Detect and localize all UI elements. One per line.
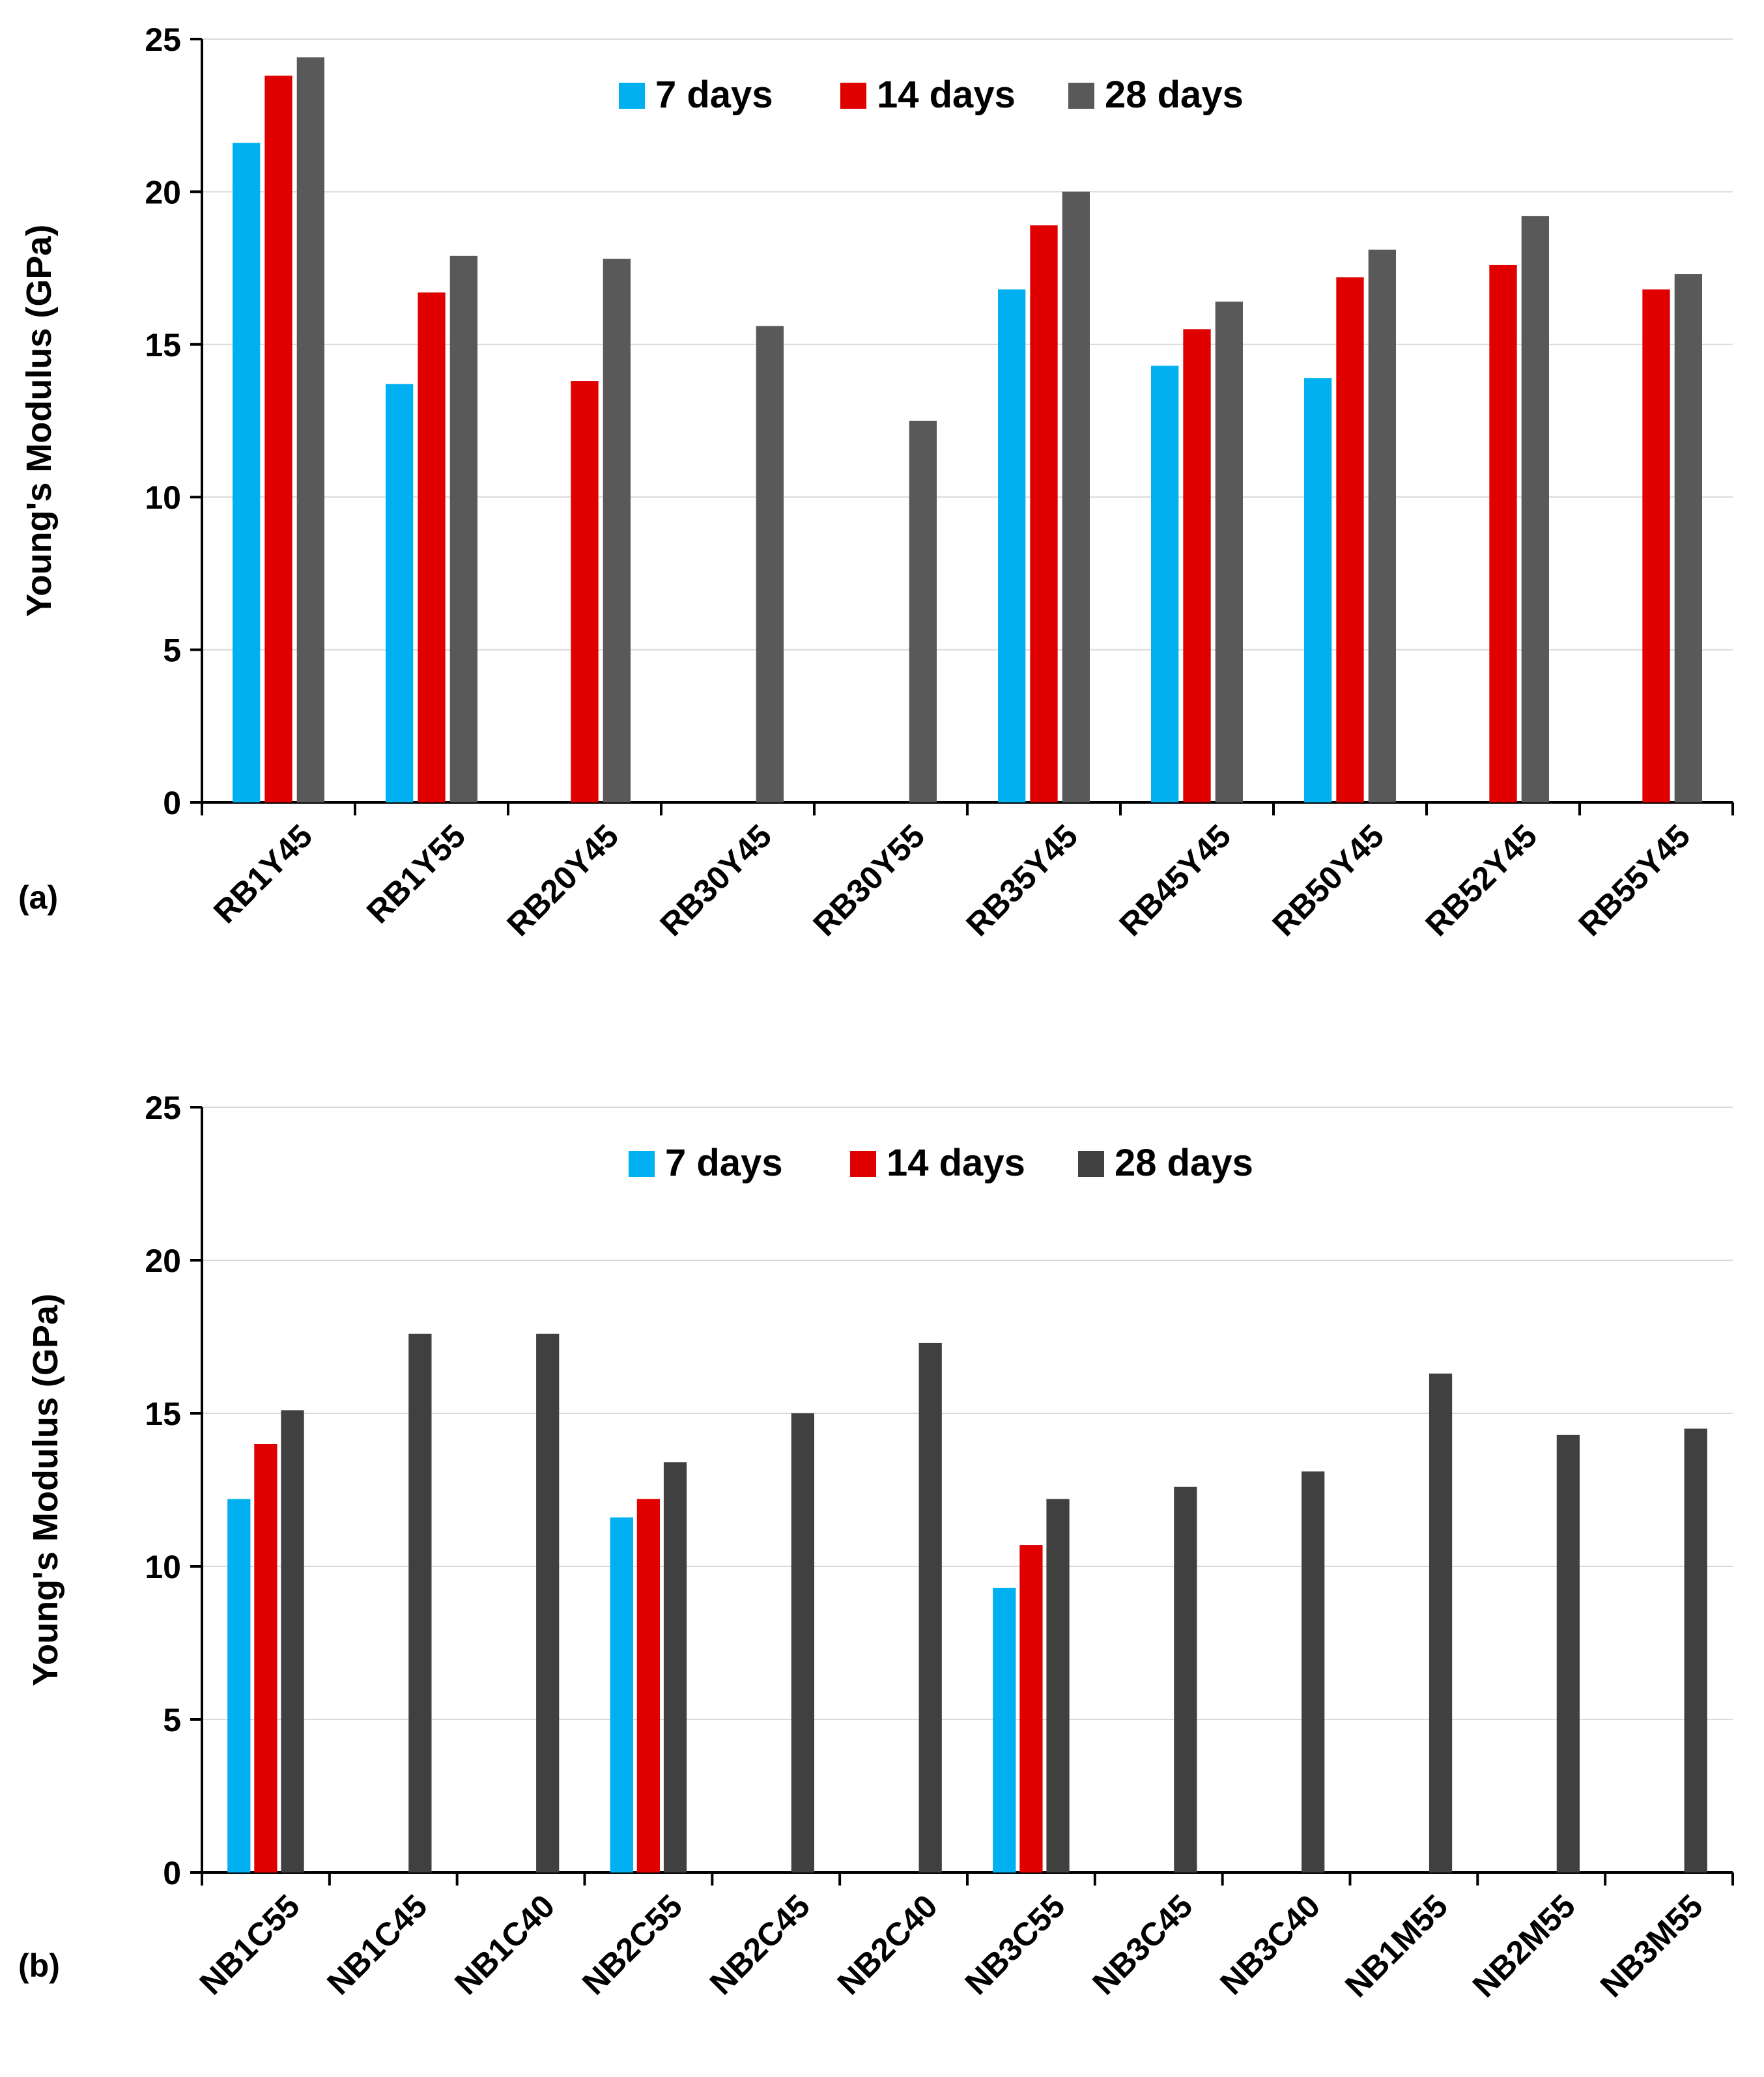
- bar-rb52y45-14-days: [1489, 264, 1517, 802]
- bar-nb2c45-28-days: [791, 1413, 814, 1872]
- legend-label-14-days: 14 days: [877, 74, 1016, 116]
- chart-panel-a: 0 5 10 15 20 25 Young's Modulus (GPa) RB1Y45 RB1…: [18, 21, 1734, 943]
- panel-label: (b): [18, 1947, 60, 1984]
- bar-rb1y55-14-days: [418, 292, 446, 802]
- bar-nb2c55-7-days: [610, 1517, 633, 1872]
- y-tick-label-10: 10: [145, 1549, 181, 1585]
- legend-swatch-14-days: [850, 1151, 876, 1177]
- legend-swatch-7-days: [629, 1151, 655, 1177]
- panel-label: (a): [18, 879, 58, 916]
- y-tick-label-15: 15: [145, 1396, 181, 1432]
- bar-rb1y55-28-days: [449, 255, 477, 802]
- bar-rb35y45-14-days: [1030, 225, 1058, 802]
- y-tick-label-20: 20: [145, 174, 181, 210]
- bar-rb50y45-28-days: [1368, 249, 1396, 802]
- y-tick-label-0: 0: [163, 785, 181, 821]
- bar-rb45y45-7-days: [1151, 365, 1179, 802]
- bar-nb3c55-14-days: [1019, 1545, 1043, 1872]
- y-tick-label-25: 25: [145, 21, 181, 58]
- bar-rb1y45-28-days: [296, 57, 324, 802]
- bar-nb3c40-28-days: [1302, 1471, 1325, 1872]
- x-tick-label-nb1c55: NB1C55: [193, 1887, 307, 2001]
- legend-swatch-7-days: [619, 83, 645, 109]
- bar-rb1y55-7-days: [386, 384, 414, 802]
- bar-rb1y45-14-days: [264, 76, 292, 803]
- y-tick-label-20: 20: [145, 1243, 181, 1279]
- legend-label-28-days: 28 days: [1105, 74, 1244, 116]
- y-tick-label-0: 0: [163, 1855, 181, 1891]
- bar-nb1c40-28-days: [536, 1333, 560, 1872]
- y-tick-label-25: 25: [145, 1090, 181, 1126]
- bar-rb1y45-7-days: [233, 143, 261, 803]
- legend-swatch-14-days: [840, 83, 866, 109]
- y-axis-label: Young's Modulus (GPa): [20, 225, 59, 617]
- x-tick-label-nb2c40: NB2C40: [831, 1887, 945, 2001]
- y-tick-label-5: 5: [163, 1702, 181, 1738]
- legend-label-14-days: 14 days: [887, 1142, 1025, 1184]
- bar-rb35y45-7-days: [998, 289, 1026, 802]
- x-tick-label-rb20y45: RB20Y45: [500, 817, 625, 943]
- x-tick-label-rb1y45: RB1Y45: [206, 817, 319, 930]
- bar-nb1m55-28-days: [1429, 1373, 1453, 1872]
- bar-rb55y45-14-days: [1642, 289, 1670, 802]
- legend-swatch-28-days: [1068, 83, 1094, 109]
- bar-rb30y45-28-days: [756, 326, 784, 802]
- bar-rb50y45-14-days: [1336, 277, 1364, 802]
- bar-nb2c55-14-days: [636, 1499, 661, 1872]
- legend-label-7-days: 7 days: [655, 74, 773, 116]
- x-tick-label-nb2c55: NB2C55: [575, 1887, 689, 2001]
- bar-rb20y45-28-days: [603, 259, 631, 802]
- bar-rb50y45-7-days: [1304, 378, 1332, 802]
- legend-label-28-days: 28 days: [1115, 1142, 1253, 1184]
- x-tick-label-nb1c40: NB1C40: [448, 1887, 562, 2001]
- bar-rb30y55-28-days: [909, 421, 937, 802]
- bar-rb45y45-14-days: [1183, 329, 1211, 802]
- y-axis-label: Young's Modulus (GPa): [26, 1293, 65, 1686]
- bar-rb45y45-28-days: [1215, 302, 1243, 803]
- x-tick-label-rb30y45: RB30Y45: [653, 817, 778, 943]
- x-tick-label-nb3c45: NB3C45: [1085, 1887, 1199, 2001]
- y-tick-label-10: 10: [145, 479, 181, 516]
- y-tick-label-5: 5: [163, 632, 181, 669]
- bar-nb2c55-28-days: [663, 1462, 687, 1872]
- x-tick-label-rb52y45: RB52Y45: [1418, 817, 1544, 943]
- bar-nb3c55-28-days: [1046, 1499, 1070, 1872]
- bar-nb1c45-28-days: [408, 1333, 432, 1872]
- legend-label-7-days: 7 days: [665, 1142, 783, 1184]
- x-tick-label-nb1m55: NB1M55: [1338, 1887, 1455, 2004]
- x-tick-label-nb3c40: NB3C40: [1213, 1887, 1327, 2001]
- bar-rb35y45-28-days: [1062, 191, 1090, 802]
- bar-nb3c55-7-days: [993, 1587, 1016, 1872]
- x-tick-label-nb2c45: NB2C45: [703, 1887, 817, 2001]
- bar-nb3c45-28-days: [1174, 1486, 1197, 1872]
- x-tick-label-rb45y45: RB45Y45: [1112, 817, 1238, 943]
- x-tick-label-rb1y55: RB1Y55: [360, 817, 472, 930]
- legend-swatch-28-days: [1078, 1151, 1104, 1177]
- x-tick-label-rb30y55: RB30Y55: [806, 817, 932, 943]
- bar-rb52y45-28-days: [1521, 216, 1549, 802]
- bar-nb3m55-28-days: [1684, 1428, 1707, 1872]
- x-tick-label-nb3m55: NB3M55: [1593, 1887, 1710, 2004]
- x-tick-label-rb50y45: RB50Y45: [1265, 817, 1391, 943]
- bar-rb55y45-28-days: [1674, 274, 1702, 802]
- bar-nb2m55-28-days: [1556, 1434, 1580, 1872]
- x-tick-label-rb55y45: RB55Y45: [1571, 817, 1697, 943]
- bar-nb1c55-28-days: [281, 1410, 304, 1872]
- x-tick-label-nb3c55: NB3C55: [958, 1887, 1072, 2001]
- y-tick-label-15: 15: [145, 327, 181, 363]
- x-tick-label-nb2m55: NB2M55: [1466, 1887, 1582, 2004]
- x-tick-label-nb1c45: NB1C45: [320, 1887, 434, 2001]
- bar-rb20y45-14-days: [571, 381, 599, 802]
- bar-nb2c40-28-days: [918, 1342, 942, 1872]
- bar-nb1c55-14-days: [254, 1444, 277, 1872]
- x-tick-label-rb35y45: RB35Y45: [959, 817, 1085, 943]
- bar-nb1c55-7-days: [227, 1499, 251, 1872]
